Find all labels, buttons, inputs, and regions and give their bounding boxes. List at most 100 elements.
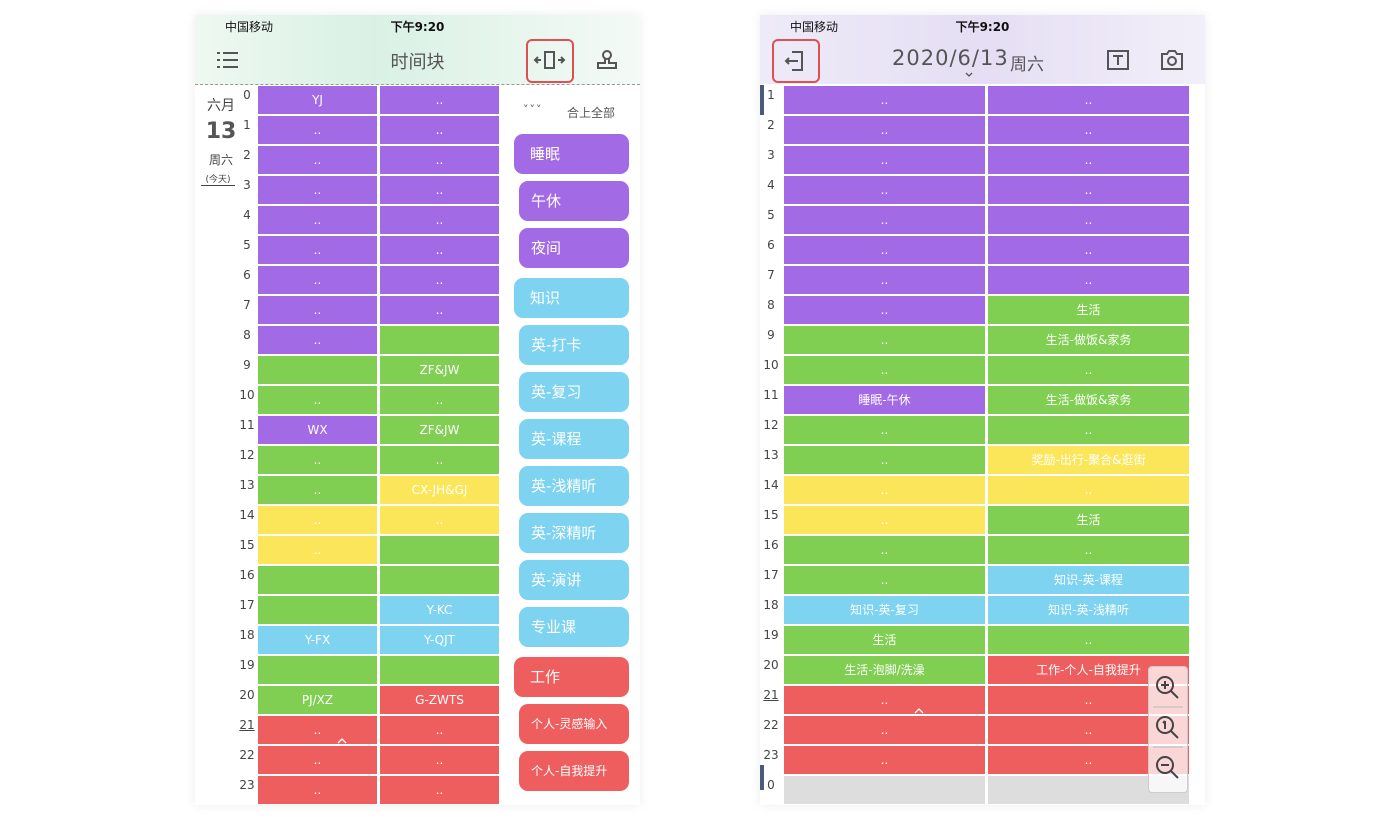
collapse-all[interactable]: 合上全部 xyxy=(567,106,616,120)
time-block[interactable] xyxy=(258,656,377,684)
stamp-button[interactable] xyxy=(595,49,619,71)
category-button[interactable]: 午休 xyxy=(519,181,629,221)
time-block[interactable]: 奖励-出行-聚合&逛街 xyxy=(988,446,1189,474)
category-button[interactable]: 英-复习 xyxy=(519,372,629,412)
time-block[interactable]: .. xyxy=(784,716,985,744)
time-block[interactable]: PJ/XZ xyxy=(258,686,377,714)
time-block[interactable]: .. xyxy=(380,386,499,414)
time-block[interactable]: Y-KC xyxy=(380,596,499,624)
time-block[interactable]: Y-QJT xyxy=(380,626,499,654)
time-block[interactable]: .. xyxy=(988,536,1189,564)
time-block[interactable]: .. xyxy=(380,146,499,174)
time-block[interactable]: .. xyxy=(784,356,985,384)
time-block[interactable]: .. xyxy=(380,116,499,144)
split-button[interactable] xyxy=(526,39,574,83)
dropdown-caret[interactable] xyxy=(965,72,973,78)
time-block[interactable]: 知识-英-浅精听 xyxy=(988,596,1189,624)
time-block[interactable]: .. xyxy=(784,266,985,294)
time-block[interactable]: ZF&JW xyxy=(380,356,499,384)
zoom-out[interactable] xyxy=(1156,756,1179,779)
time-block[interactable]: .. xyxy=(988,356,1189,384)
time-block[interactable]: .. xyxy=(380,266,499,294)
time-block[interactable]: 知识-英-课程 xyxy=(988,566,1189,594)
time-block[interactable]: 生活 xyxy=(784,626,985,654)
time-block[interactable]: G-ZWTS xyxy=(380,686,499,714)
time-block[interactable]: .. xyxy=(258,536,377,564)
time-block[interactable] xyxy=(380,566,499,594)
category-button[interactable]: 英-浅精听 xyxy=(519,466,629,506)
time-block[interactable]: .. xyxy=(784,746,985,774)
category-button[interactable]: 夜间 xyxy=(519,228,629,268)
camera-button[interactable] xyxy=(1160,49,1184,71)
time-block[interactable]: .. xyxy=(988,476,1189,504)
time-block[interactable]: .. xyxy=(988,146,1189,174)
time-block[interactable]: .. xyxy=(784,476,985,504)
time-block[interactable]: .. xyxy=(380,236,499,264)
time-block[interactable]: .. xyxy=(258,776,377,804)
time-block[interactable]: 工作-个人-自我提升 xyxy=(988,656,1189,684)
date-title[interactable]: 2020/6/13 xyxy=(892,46,1009,70)
time-block[interactable]: .. xyxy=(380,506,499,534)
time-block[interactable] xyxy=(258,596,377,624)
time-block[interactable]: .. xyxy=(380,746,499,774)
category-button[interactable]: 英-课程 xyxy=(519,419,629,459)
time-block[interactable]: .. xyxy=(784,686,985,714)
time-block[interactable]: .. xyxy=(258,266,377,294)
zoom-reset[interactable] xyxy=(1156,716,1179,739)
zoom-in[interactable] xyxy=(1156,676,1179,699)
time-block[interactable] xyxy=(258,566,377,594)
time-block[interactable]: .. xyxy=(784,146,985,174)
time-block[interactable]: .. xyxy=(258,386,377,414)
time-block[interactable]: .. xyxy=(380,776,499,804)
time-block[interactable]: .. xyxy=(988,236,1189,264)
time-block[interactable]: .. xyxy=(784,236,985,264)
time-block[interactable]: 生活-做饭&家务 xyxy=(988,326,1189,354)
category-button[interactable]: 知识 xyxy=(514,278,629,318)
time-block[interactable]: .. xyxy=(988,206,1189,234)
time-block[interactable]: .. xyxy=(380,296,499,324)
time-block[interactable]: 生活-做饭&家务 xyxy=(988,386,1189,414)
time-block[interactable]: 睡眠-午休 xyxy=(784,386,985,414)
time-block[interactable]: .. xyxy=(380,86,499,114)
time-block[interactable]: 知识-英-复习 xyxy=(784,596,985,624)
time-block[interactable]: .. xyxy=(988,626,1189,654)
time-block[interactable]: .. xyxy=(988,416,1189,444)
time-block[interactable]: .. xyxy=(784,446,985,474)
time-block[interactable] xyxy=(784,776,985,804)
time-block[interactable]: .. xyxy=(258,746,377,774)
category-button[interactable]: 个人-自我提升 xyxy=(519,751,629,791)
time-block[interactable]: WX xyxy=(258,416,377,444)
time-block[interactable]: YJ xyxy=(258,86,377,114)
time-block[interactable]: .. xyxy=(258,296,377,324)
time-block[interactable]: .. xyxy=(784,536,985,564)
menu-button[interactable] xyxy=(217,51,239,69)
time-block[interactable]: .. xyxy=(784,416,985,444)
time-block[interactable]: .. xyxy=(258,146,377,174)
text-button[interactable] xyxy=(1106,49,1130,71)
time-block[interactable]: .. xyxy=(784,86,985,114)
time-block[interactable] xyxy=(380,326,499,354)
time-block[interactable]: .. xyxy=(784,296,985,324)
category-button[interactable]: 英-演讲 xyxy=(519,560,629,600)
time-block[interactable]: .. xyxy=(380,176,499,204)
time-block[interactable] xyxy=(258,356,377,384)
category-button[interactable]: 英-打卡 xyxy=(519,325,629,365)
time-block[interactable]: .. xyxy=(988,86,1189,114)
time-block[interactable]: 生活-泡脚/洗澡 xyxy=(784,656,985,684)
category-button[interactable]: 个人-灵感输入 xyxy=(519,704,629,744)
category-button[interactable]: 专业课 xyxy=(519,607,629,647)
time-block[interactable]: .. xyxy=(258,236,377,264)
time-block[interactable]: .. xyxy=(784,176,985,204)
time-block[interactable]: .. xyxy=(258,476,377,504)
time-block[interactable] xyxy=(380,536,499,564)
time-block[interactable]: .. xyxy=(258,206,377,234)
time-block[interactable]: .. xyxy=(258,326,377,354)
exit-button[interactable] xyxy=(772,39,820,83)
time-block[interactable]: .. xyxy=(784,116,985,144)
category-button[interactable]: 工作 xyxy=(514,657,629,697)
time-block[interactable]: .. xyxy=(380,716,499,744)
time-block[interactable]: .. xyxy=(784,326,985,354)
time-block[interactable]: .. xyxy=(258,176,377,204)
time-block[interactable]: .. xyxy=(258,116,377,144)
time-block[interactable]: .. xyxy=(258,446,377,474)
